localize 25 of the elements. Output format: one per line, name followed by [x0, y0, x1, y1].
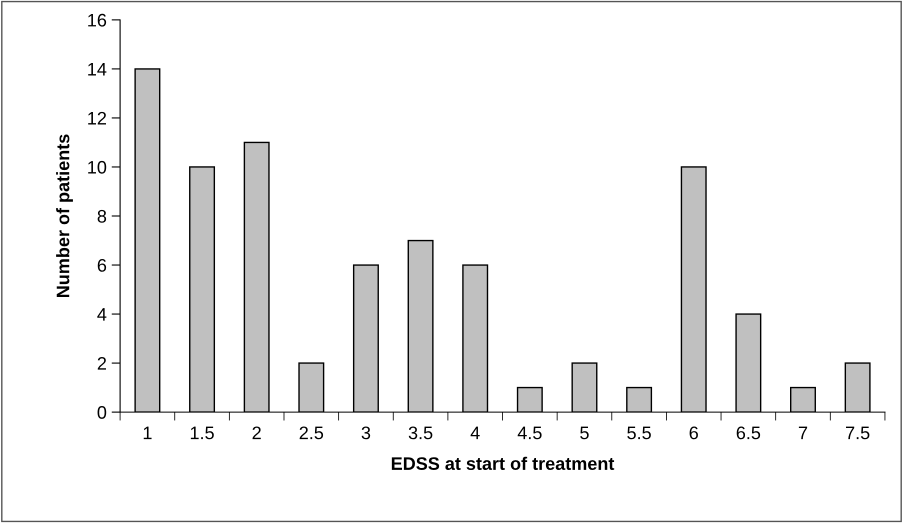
x-tick-label: 4.5	[518, 426, 542, 440]
x-tick-label: 4	[470, 426, 480, 440]
x-tick-label: 5	[580, 426, 589, 440]
y-tick-label: 0	[98, 406, 106, 419]
y-tick-label: 14	[88, 63, 106, 76]
x-tick-label: 2.5	[300, 426, 324, 440]
y-axis-title: Number of patients	[56, 134, 73, 298]
y-tick-label: 2	[98, 357, 106, 370]
x-tick-label: 3.5	[408, 426, 432, 440]
y-tick-label: 4	[97, 308, 106, 321]
y-tick-label: 6	[98, 258, 106, 272]
x-tick-label: 5.5	[627, 426, 651, 440]
x-tick-label: 1	[144, 426, 152, 440]
y-tick-label: 16	[88, 14, 106, 27]
x-tick-label: 3	[362, 426, 370, 440]
x-tick-label: 6.5	[736, 426, 760, 440]
y-tick-label: 8	[98, 210, 106, 223]
x-tick-label: 2	[252, 426, 261, 440]
x-tick-label: 1.5	[190, 426, 214, 440]
x-tick-label: 7	[798, 426, 808, 440]
x-axis-title: EDSS at start of treatment	[392, 456, 614, 470]
y-tick-label: 10	[88, 160, 106, 174]
x-tick-label: 6	[690, 426, 698, 440]
y-tick-label: 12	[88, 112, 106, 124]
x-tick-label: 7.5	[846, 426, 870, 440]
